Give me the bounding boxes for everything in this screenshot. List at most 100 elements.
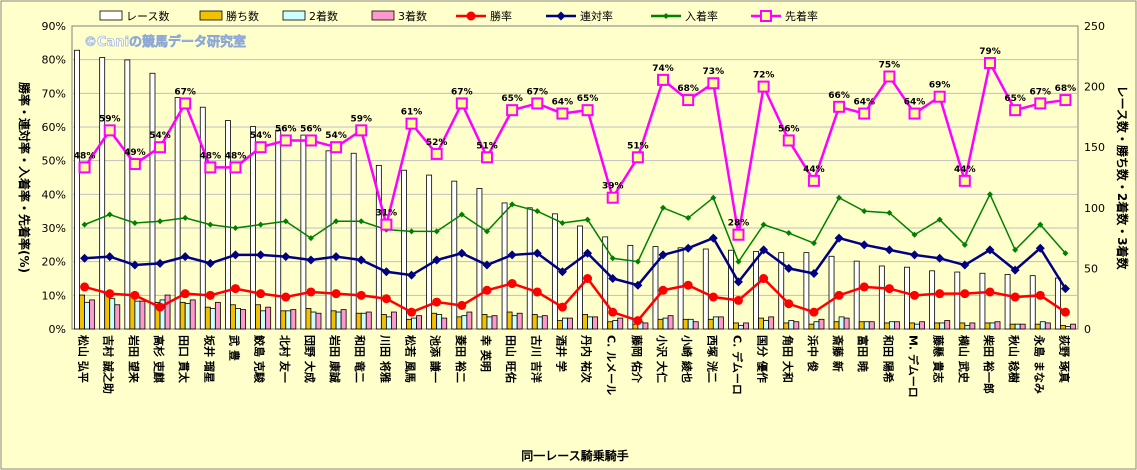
bar-races xyxy=(74,49,80,330)
bar-wins xyxy=(833,321,840,330)
bar-wins xyxy=(305,307,312,330)
bar-wins xyxy=(758,317,765,330)
bar-second xyxy=(360,312,367,330)
place-rate-point xyxy=(532,248,542,258)
bar-wins xyxy=(707,318,714,330)
win-rate-point xyxy=(1035,290,1045,300)
bar-third xyxy=(290,309,297,330)
show-rate-point xyxy=(408,228,415,235)
bar-third xyxy=(1044,322,1051,330)
x-tick-label: 吉村 誠之助 xyxy=(102,335,116,394)
bar-wins xyxy=(1009,323,1016,330)
place-rate-point xyxy=(633,280,643,290)
bar-second xyxy=(209,307,216,330)
place-rate-point xyxy=(331,252,341,262)
ahead-rate-data-label: 64% xyxy=(552,98,574,108)
show-rate-point xyxy=(257,221,264,228)
x-tick-label: 小崎 綾也 xyxy=(680,334,694,383)
show-rate-point xyxy=(735,258,742,265)
ahead-rate-point xyxy=(304,134,317,147)
bar-races xyxy=(853,260,860,330)
ahead-rate-point xyxy=(807,174,820,187)
ahead-rate-point xyxy=(757,80,770,93)
ahead-rate-data-label: 65% xyxy=(577,94,599,104)
left-tick-label: 20% xyxy=(42,256,66,269)
show-rate-point xyxy=(936,216,943,223)
x-tick-label: 北村 友一 xyxy=(278,335,292,383)
bar-wins xyxy=(883,322,890,330)
ahead-rate-point xyxy=(983,57,996,70)
ahead-rate-point xyxy=(179,97,192,110)
ahead-rate-point xyxy=(833,100,846,113)
bar-second xyxy=(109,298,116,330)
ahead-rate-point xyxy=(103,124,116,137)
place-rate-point xyxy=(834,233,844,243)
ahead-rate-data-label: 52% xyxy=(426,138,448,148)
win-rate-point xyxy=(432,297,442,307)
bar-races xyxy=(753,251,759,330)
bar-second xyxy=(84,301,91,330)
bar-second xyxy=(1014,323,1021,330)
win-rate-point xyxy=(457,300,467,310)
bar-wins xyxy=(280,310,287,330)
win-rate-point xyxy=(407,307,417,317)
bar-third xyxy=(919,321,925,330)
bar-third xyxy=(441,317,448,330)
bar-third xyxy=(1070,323,1076,330)
bar-third xyxy=(516,312,523,330)
bar-second xyxy=(838,316,845,330)
ahead-rate-data-label: 56% xyxy=(275,124,297,134)
show-rate-point xyxy=(559,219,566,226)
bar-wins xyxy=(682,318,689,330)
ahead-rate-data-label: 65% xyxy=(1004,94,1026,104)
legend-label: 3着数 xyxy=(398,9,427,23)
bar-wins xyxy=(582,314,588,330)
win-rate-point xyxy=(532,287,542,297)
bar-second xyxy=(612,320,619,330)
bar-wins xyxy=(1034,323,1041,330)
show-rate-point xyxy=(282,218,289,225)
show-rate-point xyxy=(1012,246,1019,253)
x-tick-label: 高杉 吏麒 xyxy=(152,335,166,383)
bar-third xyxy=(843,317,850,330)
ahead-rate-data-label: 74% xyxy=(652,64,674,74)
bar-third xyxy=(793,321,800,330)
bar-wins xyxy=(230,304,236,330)
bar-races xyxy=(375,164,382,330)
bar-races xyxy=(275,129,282,330)
place-rate-point xyxy=(205,258,215,268)
bar-third xyxy=(692,321,699,330)
bar-second xyxy=(687,318,694,330)
legend-marker xyxy=(556,11,566,21)
bar-races xyxy=(652,246,659,330)
bar-third xyxy=(969,322,976,330)
win-rate-point xyxy=(281,292,291,302)
bar-wins xyxy=(909,322,915,330)
bar-third xyxy=(1019,323,1026,330)
ahead-rate-data-label: 54% xyxy=(149,131,171,141)
show-rate-point xyxy=(433,228,440,235)
x-tick-label: 国分 優作 xyxy=(756,335,770,383)
bar-wins xyxy=(129,294,136,330)
bar-wins xyxy=(204,306,211,330)
x-tick-label: 田口 貫太 xyxy=(177,335,191,384)
show-rate-point xyxy=(634,258,641,265)
ahead-rate-data-label: 75% xyxy=(879,61,901,71)
place-rate-point xyxy=(884,245,894,255)
ahead-rate-point xyxy=(631,151,644,164)
place-rate-point xyxy=(583,248,593,258)
x-tick-label: 浜中 俊 xyxy=(806,335,820,372)
bar-races xyxy=(728,249,734,330)
ahead-rate-point xyxy=(355,124,368,137)
bar-wins xyxy=(330,310,337,330)
show-rate-point xyxy=(861,208,868,215)
place-rate-point xyxy=(708,233,718,243)
bar-second xyxy=(285,310,292,330)
bar-wins xyxy=(179,301,186,330)
win-rate-point xyxy=(784,299,794,309)
bar-wins xyxy=(79,294,85,330)
x-tick-label: 川田 将雅 xyxy=(378,334,392,383)
bar-third xyxy=(592,316,599,330)
bar-third xyxy=(567,317,573,330)
show-rate-point xyxy=(836,194,843,201)
